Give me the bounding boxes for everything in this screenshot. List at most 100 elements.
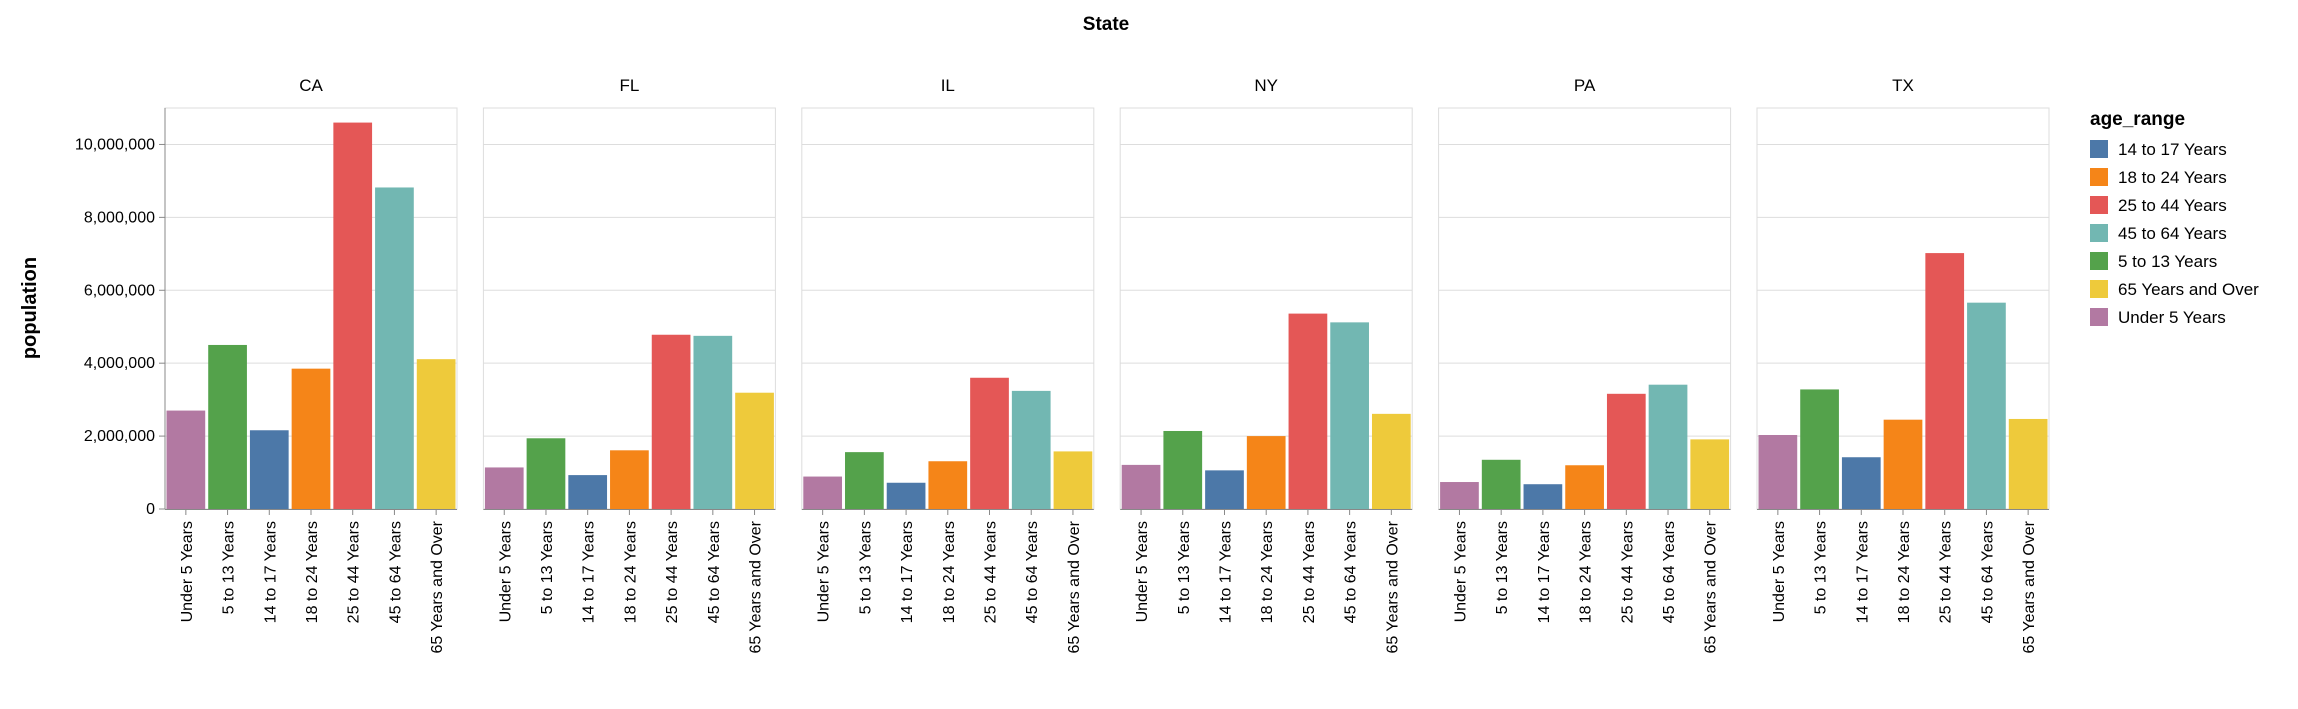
facet-tx: TX Under 5 Years 5 to 13 Years 14 to 17 Yea… xyxy=(1756,76,2050,654)
y-tick-label: 0 xyxy=(146,501,155,518)
bar-tx-6 xyxy=(2008,418,2048,509)
legend-swatch xyxy=(2090,280,2108,298)
x-tick-label: 65 Years and Over xyxy=(1066,520,1083,653)
bar-tx-0 xyxy=(1758,434,1798,509)
bar-ca-0 xyxy=(166,410,206,509)
legend-swatch xyxy=(2090,224,2108,242)
x-tick-label: 65 Years and Over xyxy=(1703,520,1720,653)
bar-tx-3 xyxy=(1883,419,1923,509)
legend-item: Under 5 Years xyxy=(2090,308,2226,327)
x-tick-label: 45 to 64 Years xyxy=(706,521,723,623)
x-tick-label: 5 to 13 Years xyxy=(1494,521,1511,614)
legend-swatch xyxy=(2090,168,2108,186)
y-tick-label: 2,000,000 xyxy=(84,428,155,445)
facet-title: IL xyxy=(941,76,955,95)
bar-pa-5 xyxy=(1648,384,1688,509)
facet-il: IL Under 5 Years 5 to 13 Years 14 to 17 Yea… xyxy=(801,76,1095,654)
legend: age_range 14 to 17 Years 18 to 24 Years 25… xyxy=(2090,109,2259,327)
bar-pa-0 xyxy=(1440,482,1479,509)
legend-label: Under 5 Years xyxy=(2118,308,2226,327)
x-tick-label: 18 to 24 Years xyxy=(622,521,639,623)
bar-ca-4 xyxy=(333,122,373,509)
legend-item: 45 to 64 Years xyxy=(2090,224,2227,243)
x-tick-label: 14 to 17 Years xyxy=(581,521,598,623)
facet-title: FL xyxy=(619,76,639,95)
x-tick-label: 65 Years and Over xyxy=(748,520,765,653)
facet-title: TX xyxy=(1892,76,1914,95)
bar-tx-4 xyxy=(1925,253,1965,509)
x-tick-label: 5 to 13 Years xyxy=(221,521,238,614)
x-tick-label: 18 to 24 Years xyxy=(941,521,958,623)
facet-title: NY xyxy=(1254,76,1278,95)
header-title: State xyxy=(1083,14,1129,35)
y-tick-label: 10,000,000 xyxy=(75,136,155,153)
legend-item: 25 to 44 Years xyxy=(2090,196,2227,215)
bar-ny-4 xyxy=(1288,313,1328,509)
x-tick-label: Under 5 Years xyxy=(816,521,833,622)
bar-ny-2 xyxy=(1205,470,1244,509)
bar-pa-1 xyxy=(1481,459,1521,509)
bar-pa-2 xyxy=(1523,484,1563,509)
legend-label: 5 to 13 Years xyxy=(2118,252,2217,271)
x-tick-label: 18 to 24 Years xyxy=(1259,521,1276,623)
legend-item: 5 to 13 Years xyxy=(2090,252,2217,271)
legend-label: 25 to 44 Years xyxy=(2118,196,2227,215)
legend-label: 45 to 64 Years xyxy=(2118,224,2227,243)
x-tick-label: 14 to 17 Years xyxy=(1217,521,1234,623)
facet-title: PA xyxy=(1574,76,1596,95)
x-tick-label: 14 to 17 Years xyxy=(1854,521,1871,623)
x-tick-label: 65 Years and Over xyxy=(429,520,446,653)
bar-tx-1 xyxy=(1800,389,1839,509)
legend-swatch xyxy=(2090,140,2108,158)
legend-label: 18 to 24 Years xyxy=(2118,168,2227,187)
bar-tx-2 xyxy=(1841,457,1881,509)
x-tick-label: 5 to 13 Years xyxy=(1176,521,1193,614)
bar-ny-1 xyxy=(1163,430,1203,509)
bar-ca-6 xyxy=(416,359,456,509)
x-tick-label: 45 to 64 Years xyxy=(1979,521,1996,623)
legend-swatch xyxy=(2090,196,2108,214)
bar-fl-2 xyxy=(568,475,608,509)
x-tick-label: Under 5 Years xyxy=(179,521,196,622)
legend-item: 14 to 17 Years xyxy=(2090,140,2227,159)
x-tick-label: 25 to 44 Years xyxy=(1938,521,1955,623)
bar-il-3 xyxy=(928,461,968,509)
x-tick-label: 45 to 64 Years xyxy=(1024,521,1041,623)
bar-fl-0 xyxy=(484,467,524,509)
x-tick-label: Under 5 Years xyxy=(1771,521,1788,622)
x-tick-label: 45 to 64 Years xyxy=(1661,521,1678,623)
bar-ny-5 xyxy=(1330,322,1369,509)
bar-pa-6 xyxy=(1690,439,1730,509)
x-tick-label: Under 5 Years xyxy=(1452,521,1469,622)
legend-label: 14 to 17 Years xyxy=(2118,140,2227,159)
bar-il-1 xyxy=(845,452,884,509)
bar-ca-2 xyxy=(249,430,289,509)
x-tick-label: 45 to 64 Years xyxy=(387,521,404,623)
x-tick-label: 65 Years and Over xyxy=(1384,520,1401,653)
x-tick-label: 5 to 13 Years xyxy=(1813,521,1830,614)
facet-ny: NY Under 5 Years 5 to 13 Years 14 to 17 Yea… xyxy=(1119,76,1413,654)
x-tick-label: 25 to 44 Years xyxy=(346,521,363,623)
bar-il-4 xyxy=(970,377,1009,509)
legend-label: 65 Years and Over xyxy=(2118,280,2259,299)
y-tick-label: 4,000,000 xyxy=(84,355,155,372)
bar-il-5 xyxy=(1011,390,1051,509)
facet-fl: FL Under 5 Years 5 to 13 Years 14 to 17 Yea… xyxy=(482,76,776,654)
bar-ny-6 xyxy=(1371,413,1411,509)
x-tick-label: Under 5 Years xyxy=(497,521,514,622)
x-tick-label: 25 to 44 Years xyxy=(1301,521,1318,623)
bar-tx-5 xyxy=(1967,302,2006,509)
x-tick-label: 25 to 44 Years xyxy=(664,521,681,623)
bar-fl-4 xyxy=(651,334,691,509)
legend-item: 65 Years and Over xyxy=(2090,280,2259,299)
legend-swatch xyxy=(2090,308,2108,326)
y-axis-title: population xyxy=(19,257,41,359)
bar-ca-3 xyxy=(291,368,331,509)
bar-il-0 xyxy=(803,476,843,509)
x-tick-label: 14 to 17 Years xyxy=(899,521,916,623)
x-tick-label: 25 to 44 Years xyxy=(983,521,1000,623)
legend-title: age_range xyxy=(2090,109,2185,130)
facets-layer: CA Under 5 Years 5 to 13 Years 14 to 17 Yea… xyxy=(164,76,2050,654)
